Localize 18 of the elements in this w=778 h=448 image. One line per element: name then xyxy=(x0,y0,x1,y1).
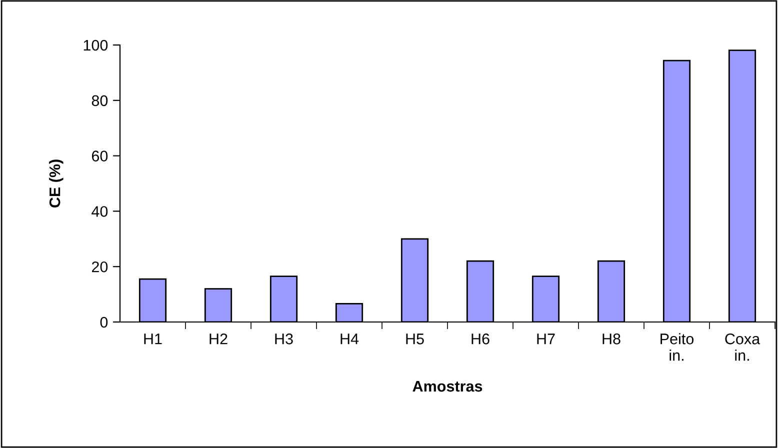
x-tick-label: H2 xyxy=(210,334,228,344)
x-tick-label: H5 xyxy=(406,334,424,344)
x-tick-label: H8 xyxy=(602,334,620,344)
x-tick-label: H7 xyxy=(537,334,555,344)
y-tick-label: 80 xyxy=(92,95,108,106)
x-axis-title: Amostras xyxy=(412,381,482,392)
x-tick-label: Coxa in. xyxy=(725,334,760,361)
y-tick-label: 40 xyxy=(92,206,108,217)
y-tick-label: 60 xyxy=(92,150,108,162)
x-tick-label: H1 xyxy=(144,334,162,344)
x-tick-label: H4 xyxy=(340,334,359,344)
y-tick-label: 0 xyxy=(100,316,108,328)
x-tick-label: Peito in. xyxy=(660,333,694,361)
x-tick-label: H6 xyxy=(472,334,490,344)
x-tick-label: H3 xyxy=(275,334,293,344)
y-tick-label: 100 xyxy=(84,40,108,51)
y-tick-label: 20 xyxy=(92,261,108,272)
y-axis-title: CE (%) xyxy=(49,160,64,208)
